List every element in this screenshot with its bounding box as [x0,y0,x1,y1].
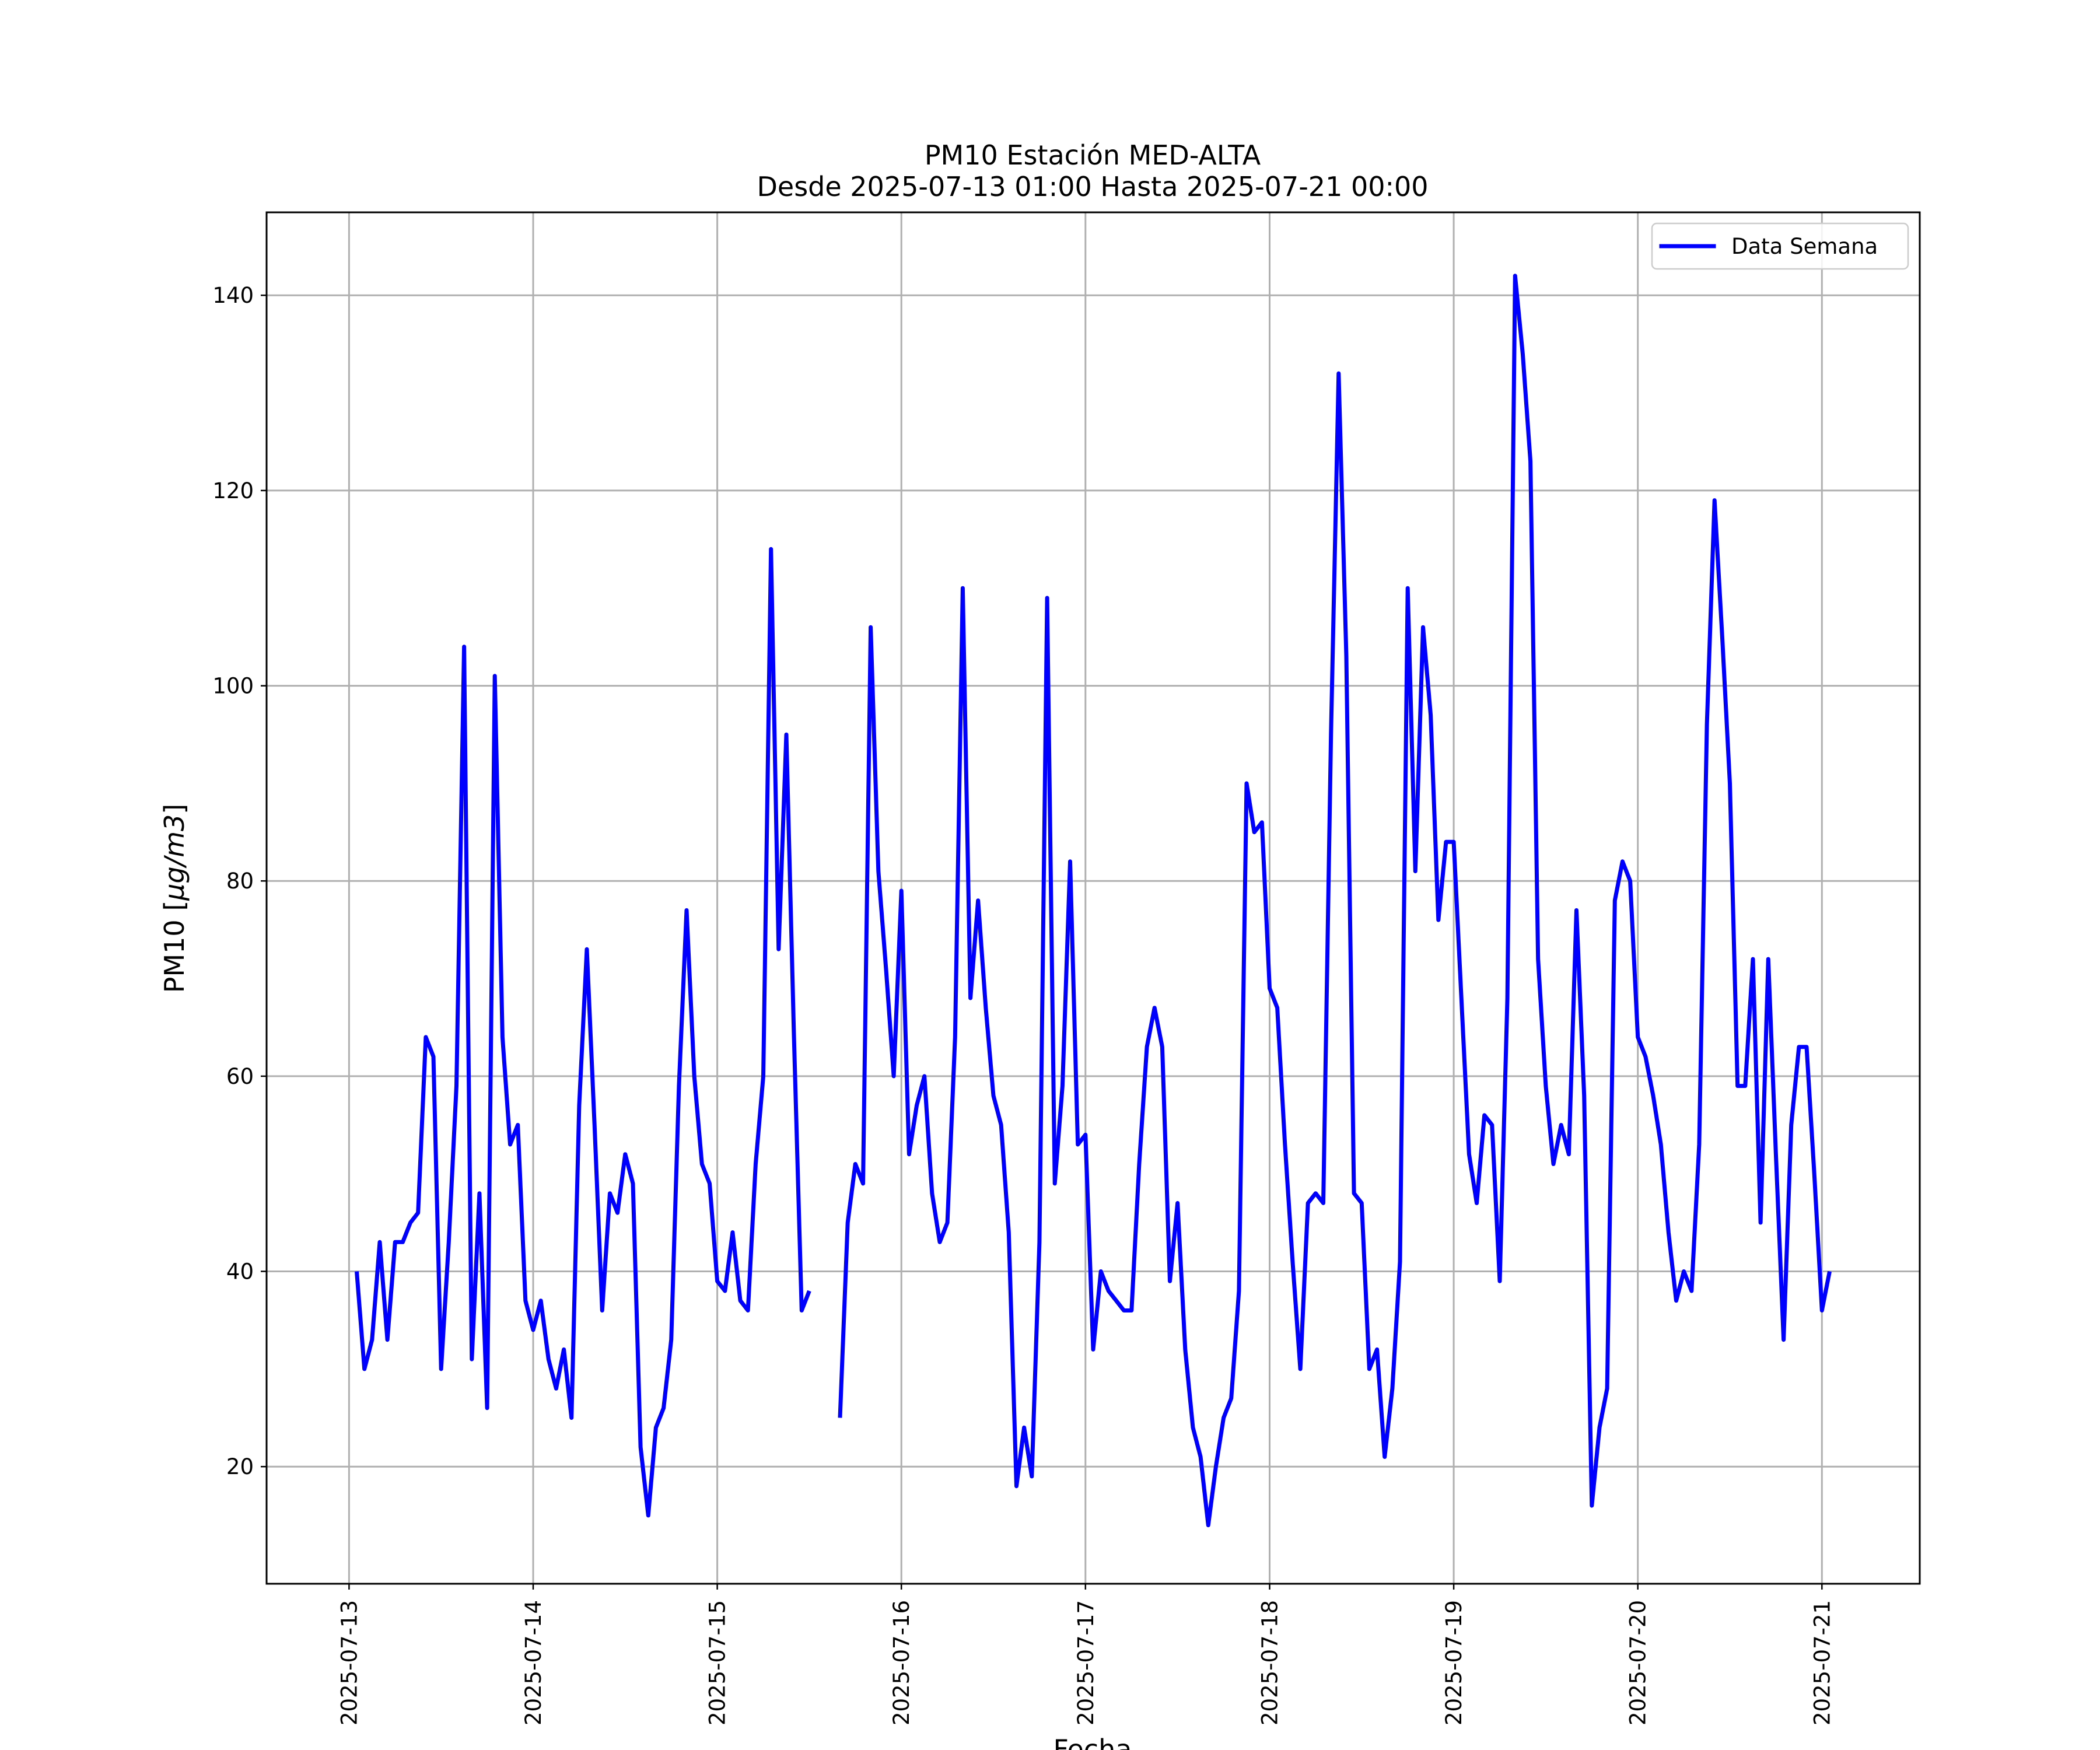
y-tick-label-60: 60 [226,1064,254,1089]
y-tick-label-140: 140 [212,283,254,308]
legend: Data Semana [1651,222,1909,270]
y-tick-label-80: 80 [226,869,254,894]
y-tick-label-20: 20 [226,1454,254,1479]
y-tick-label-120: 120 [212,478,254,503]
y-tick-label-100: 100 [212,674,254,699]
y-axis-label: PM10 [μg/m3] [159,804,190,993]
series-layer [355,274,1832,1528]
y-axis-label-prefix: PM10 [ [159,901,190,993]
grid-lines [267,212,1920,1584]
x-tick-label-2025-07-18: 2025-07-18 [1258,1600,1283,1726]
x-tick-label-2025-07-15: 2025-07-15 [705,1600,730,1726]
x-tick-label-2025-07-20: 2025-07-20 [1626,1600,1651,1726]
x-tick-label-2025-07-21: 2025-07-21 [1810,1600,1835,1726]
x-axis-label: Fecha [1054,1734,1132,1750]
y-axis-label-unit: μg/m3 [159,814,190,901]
legend-label-data-semana: Data Semana [1731,234,1878,259]
chart-title: PM10 Estación MED-ALTA [925,139,1261,171]
legend-box [1651,222,1909,270]
x-tick-label-2025-07-14: 2025-07-14 [521,1600,546,1726]
plot-frame [265,211,1921,1585]
chart-subtitle: Desde 2025-07-13 01:00 Hasta 2025-07-21 … [757,171,1428,202]
axis-ticks: 20 40 60 80 100 120 140 2025-07-13 2025-07-14 202… [212,283,1835,1726]
y-tick-label-40: 40 [226,1259,254,1284]
series-line-data-semana [355,274,1832,1528]
y-axis-label-suffix: ] [159,804,190,814]
x-tick-label-2025-07-16: 2025-07-16 [889,1600,914,1726]
x-tick-label-2025-07-19: 2025-07-19 [1441,1600,1466,1726]
x-tick-label-2025-07-13: 2025-07-13 [337,1600,362,1726]
x-tick-label-2025-07-17: 2025-07-17 [1073,1600,1098,1726]
